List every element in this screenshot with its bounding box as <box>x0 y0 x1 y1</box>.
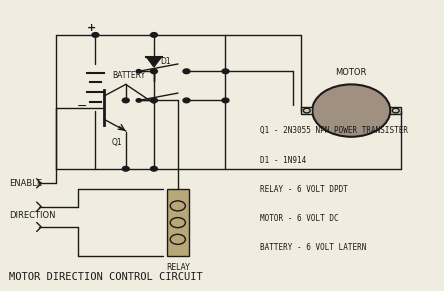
Text: D1 - 1N914: D1 - 1N914 <box>260 156 306 164</box>
Circle shape <box>151 166 158 171</box>
Circle shape <box>184 99 189 102</box>
Bar <box>390 107 401 114</box>
Text: Q1: Q1 <box>112 138 123 147</box>
Text: MOTOR - 6 VOLT DC: MOTOR - 6 VOLT DC <box>260 214 339 223</box>
Text: ENABLE: ENABLE <box>9 179 42 188</box>
Polygon shape <box>147 57 162 67</box>
Circle shape <box>151 33 158 37</box>
Text: BATTERY - 6 VOLT LATERN: BATTERY - 6 VOLT LATERN <box>260 243 367 252</box>
Text: Q1 - 2N3055 NPN POWER TRANSISTER: Q1 - 2N3055 NPN POWER TRANSISTER <box>260 127 408 135</box>
Circle shape <box>184 70 189 73</box>
Circle shape <box>222 69 229 74</box>
Bar <box>301 107 312 114</box>
Text: D1: D1 <box>160 57 171 66</box>
Bar <box>167 189 189 256</box>
Circle shape <box>122 98 129 103</box>
Text: RELAY: RELAY <box>166 263 190 272</box>
Text: DIRECTION: DIRECTION <box>9 211 55 220</box>
Text: BATTERY: BATTERY <box>113 71 146 80</box>
Circle shape <box>136 70 141 73</box>
Circle shape <box>151 69 158 74</box>
Circle shape <box>222 98 229 103</box>
Circle shape <box>92 33 99 37</box>
Circle shape <box>122 166 129 171</box>
Circle shape <box>151 98 158 103</box>
Text: −: − <box>77 100 87 113</box>
Text: +: + <box>87 23 96 33</box>
Text: MOTOR: MOTOR <box>336 68 367 77</box>
Text: RELAY - 6 VOLT DPDT: RELAY - 6 VOLT DPDT <box>260 185 348 194</box>
Circle shape <box>312 84 390 137</box>
Circle shape <box>136 99 141 102</box>
Text: MOTOR DIRECTION CONTROL CIRCUIT: MOTOR DIRECTION CONTROL CIRCUIT <box>9 272 202 282</box>
